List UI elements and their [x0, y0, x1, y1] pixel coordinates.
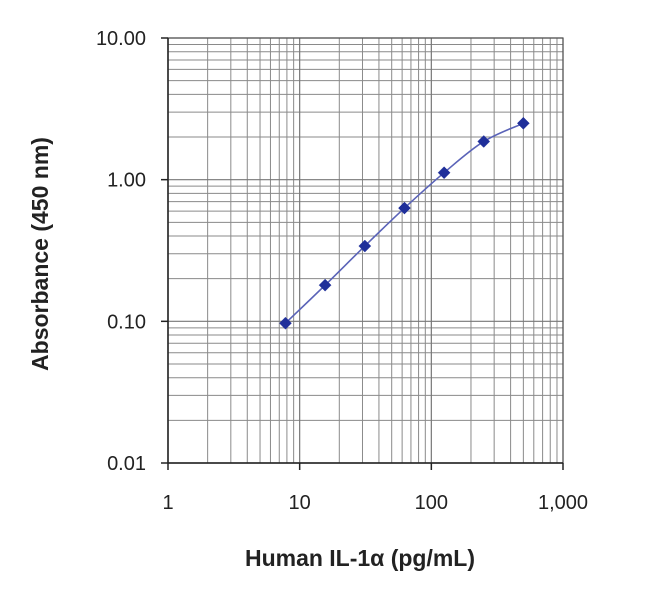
data-point [358, 239, 372, 253]
y-tick-label: 1.00 [107, 170, 146, 192]
x-axis-title: Human IL-1α (pg/mL) [245, 545, 475, 571]
x-tick-label: 1,000 [538, 492, 588, 514]
data-point [477, 135, 491, 148]
y-tick-label: 0.10 [107, 311, 146, 333]
data-point [517, 116, 530, 130]
grid [167, 37, 564, 464]
y-tick-label: 0.01 [107, 453, 146, 475]
axes [161, 37, 564, 470]
series-line [284, 122, 524, 324]
data-point [437, 166, 451, 180]
y-axis-title: Absorbance (450 nm) [27, 137, 53, 371]
data-point [398, 201, 411, 215]
data-point [318, 278, 332, 292]
x-tick-label: 1 [162, 492, 173, 514]
data-series [279, 116, 530, 330]
data-point [279, 316, 292, 330]
x-tick-label: 100 [415, 492, 448, 514]
y-tick-label: 10.00 [96, 28, 146, 50]
x-tick-label: 10 [289, 492, 311, 514]
tick-labels: 1 10 100 1,000 0.01 0.10 1.00 10.00 [96, 28, 588, 514]
